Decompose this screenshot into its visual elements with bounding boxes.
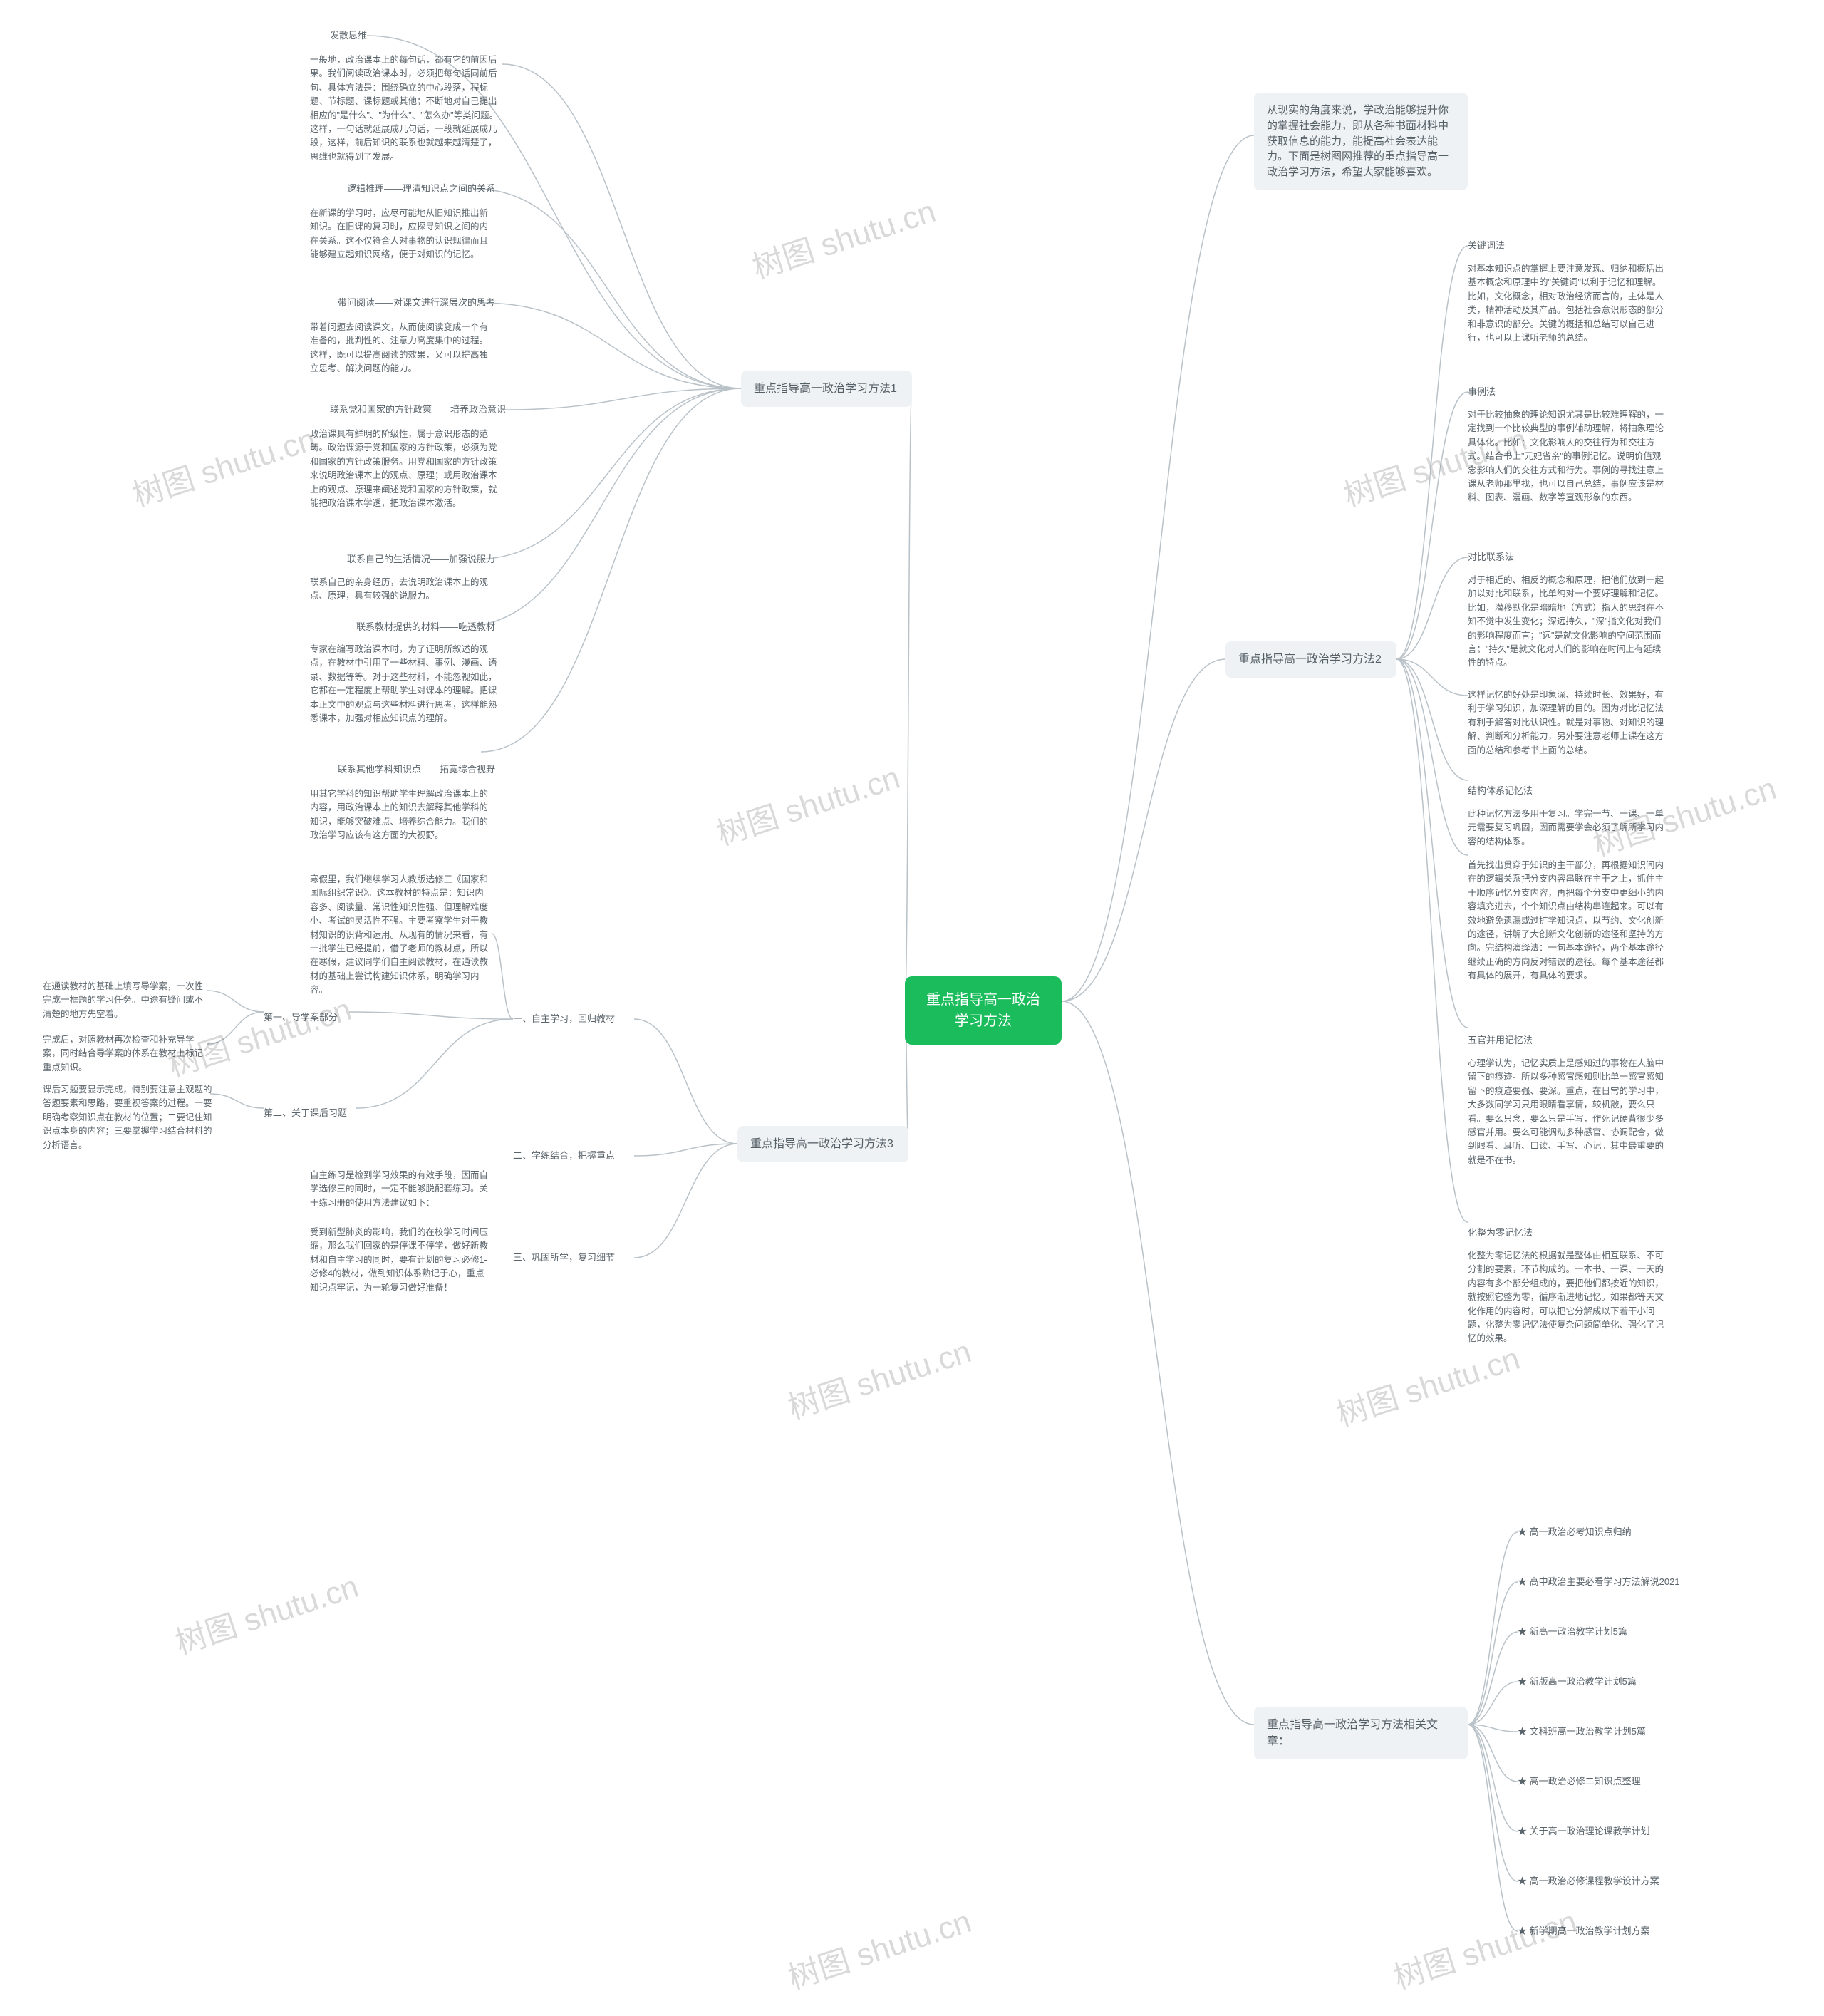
m1-c3-desc: 带着问题去阅读课文，从而使阅读变成一个有准备的，批判性的、注意力高度集中的过程。…: [310, 321, 495, 376]
rel-9[interactable]: ★ 新学期高一政治教学计划方案: [1518, 1924, 1650, 1938]
m1-c4-desc: 政治课具有鲜明的阶级性，属于意识形态的范畴。政治课源于党和国家的方针政策，必须为…: [310, 428, 502, 510]
watermark: 树图 shutu.cn: [782, 1896, 976, 1997]
m3-c1-desc: 寒假里，我们继续学习人教版选修三《国家和国际组织常识》。这本教材的特点是：知识内…: [310, 873, 492, 997]
watermark: 树图 shutu.cn: [1387, 1896, 1582, 1997]
watermark: 树图 shutu.cn: [746, 185, 940, 287]
m3-c3-desc: 受到新型肺炎的影响，我们的在校学习时间压缩，那么我们回家的是停课不停学，做好新教…: [310, 1226, 492, 1295]
rel-6[interactable]: ★ 高一政治必修二知识点整理: [1518, 1774, 1641, 1789]
m1-c1-desc: 一般地，政治课本上的每句话，都有它的前因后果。我们阅读政治课本时，必须把每句话同…: [310, 53, 502, 164]
m1-c4-title: 联系党和国家的方针政策——培养政治意识: [306, 403, 506, 417]
rel-1[interactable]: ★ 高一政治必考知识点归纳: [1518, 1525, 1632, 1539]
m3-c3-title: 三、巩固所学，复习细节: [513, 1251, 634, 1265]
m2-c2-title: 事例法: [1468, 385, 1496, 399]
m1-c2-desc: 在新课的学习时，应尽可能地从旧知识推出新知识。在旧课的复习时，应探寻知识之间的内…: [310, 207, 495, 262]
m1-c6-desc: 专家在编写政治课本时，为了证明所叙述的观点，在教材中引用了一些材料、事例、漫画、…: [310, 643, 499, 725]
m1-c5-title: 联系自己的生活情况——加强说服力: [310, 552, 495, 567]
rel-3[interactable]: ★ 新高一政治教学计划5篇: [1518, 1625, 1627, 1639]
m3-c1a-item1: 完成后，对照教材再次检查和补充导学案，同时结合导学案的体系在教材上标记重点知识。: [43, 1033, 210, 1075]
m3-c1a-item0: 在通读教材的基础上填写导学案，一次性完成一框题的学习任务。中途有疑问或不清楚的地…: [43, 980, 210, 1021]
m2-c6-desc: 首先找出贯穿于知识的主干部分，再根据知识间内在的逻辑关系把分支内容串联在主干之上…: [1468, 859, 1671, 983]
intro-node: 从现实的角度来说，学政治能够提升你的掌握社会能力，即从各种书面材料中获取信息的能…: [1254, 93, 1468, 190]
watermark: 树图 shutu.cn: [126, 413, 321, 515]
m3-c1a-title: 第一、导学案部分: [264, 1010, 356, 1025]
m3-c2-desc: 自主练习是检到学习效果的有效手段，因而自学选修三的同时，一定不能够脱配套练习。关…: [310, 1169, 492, 1210]
branch-method2[interactable]: 重点指导高一政治学习方法2: [1226, 641, 1396, 678]
watermark: 树图 shutu.cn: [169, 1561, 363, 1663]
m2-c1-desc: 对基本知识点的掌握上要注意发现、归纳和概括出基本概念和原理中的"关键词"以利于记…: [1468, 262, 1667, 345]
m2-c2-desc: 对于比较抽象的理论知识尤其是比较难理解的，一定找到一个比较典型的事例辅助理解，将…: [1468, 408, 1667, 505]
m2-c3-title: 对比联系法: [1468, 550, 1514, 564]
m3-c1b-title: 第二、关于课后习题: [264, 1106, 363, 1120]
watermark: 树图 shutu.cn: [1330, 1333, 1525, 1435]
branch-method1[interactable]: 重点指导高一政治学习方法1: [741, 371, 912, 407]
m1-c7-desc: 用其它学科的知识帮助学生理解政治课本上的内容，用政治课本上的知识去解释其他学科的…: [310, 787, 495, 843]
rel-5[interactable]: ★ 文科班高一政治教学计划5篇: [1518, 1725, 1646, 1739]
m2-c7-title: 五官并用记忆法: [1468, 1033, 1533, 1048]
m1-c6-title: 联系教材提供的材料——吃透教材: [310, 620, 495, 634]
m3-c2-title: 二、学练结合，把握重点: [513, 1149, 634, 1163]
branch-method3[interactable]: 重点指导高一政治学习方法3: [737, 1126, 908, 1162]
m1-c5-desc: 联系自己的亲身经历，去说明政治课本上的观点、原理，具有较强的说服力。: [310, 576, 495, 604]
root-node[interactable]: 重点指导高一政治学习方法: [905, 976, 1062, 1045]
m1-c3-title: 带问阅读——对课文进行深层次的思考: [310, 296, 495, 310]
rel-2[interactable]: ★ 高中政治主要必看学习方法解说2021: [1518, 1575, 1680, 1589]
m1-c7-title: 联系其他学科知识点——拓宽综合视野: [310, 763, 495, 777]
m2-c1-title: 关键词法: [1468, 239, 1505, 253]
watermark: 树图 shutu.cn: [710, 752, 905, 854]
m2-c3-desc: 对于相近的、相反的概念和原理，把他们放到一起加以对比和联系，比单纯对一个要好理解…: [1468, 574, 1667, 671]
m2-c8-desc: 化整为零记忆法的根据就是整体由相互联系、不可分割的要素，环节构成的。一本书、一课…: [1468, 1249, 1671, 1346]
rel-4[interactable]: ★ 新版高一政治教学计划5篇: [1518, 1675, 1637, 1689]
m2-c4-desc: 这样记忆的好处是印象深、持续时长、效果好，有利于学习知识，加深理解的目的。因为对…: [1468, 688, 1667, 758]
m3-c1-title: 一、自主学习，回归教材: [513, 1012, 634, 1026]
rel-8[interactable]: ★ 高一政治必修课程教学设计方案: [1518, 1874, 1659, 1888]
rel-7[interactable]: ★ 关于高一政治理论课教学计划: [1518, 1824, 1650, 1839]
m2-c5-desc: 此种记忆方法多用于复习。学完一节、一课、一单元需要复习巩固，因而需要学会必须了解…: [1468, 807, 1667, 849]
m3-c1b-item0: 课后习题要显示完成，特别要注意主观题的答题要素和思路，要重视答案的过程。一要明确…: [43, 1083, 214, 1152]
m2-c7-desc: 心理学认为，记忆实质上是感知过的事物在人脑中留下的痕迹。所以多种感官感知则比单一…: [1468, 1057, 1671, 1167]
m2-c8-title: 化整为零记忆法: [1468, 1226, 1533, 1240]
watermark: 树图 shutu.cn: [782, 1325, 976, 1427]
m1-c2-title: 逻辑推理——理清知识点之间的关系: [310, 182, 495, 196]
m1-c0-title: 发散思维: [310, 29, 367, 43]
branch-related[interactable]: 重点指导高一政治学习方法相关文章：: [1254, 1707, 1468, 1759]
m2-c5-title: 结构体系记忆法: [1468, 784, 1533, 798]
